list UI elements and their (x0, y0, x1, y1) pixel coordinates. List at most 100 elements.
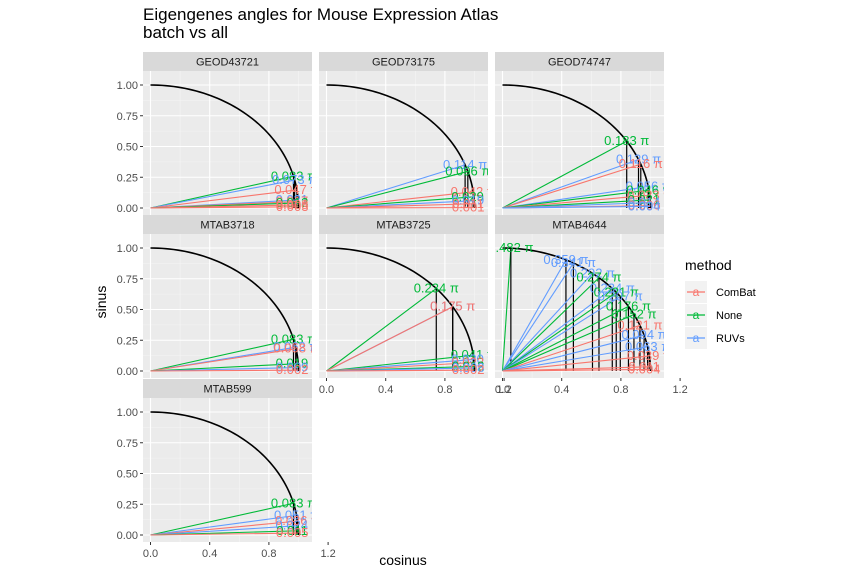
angle-label: 0.013 π (276, 195, 321, 210)
angle-label: 0.042 π (451, 184, 496, 199)
angle-ray-ruvs (150, 514, 297, 536)
panel-marks: 0.114 π0.096 π0.042 π0.029 π0.019 π0.011… (326, 84, 496, 215)
angle-label: 0.058 π (273, 341, 318, 356)
angle-ray-combat (150, 520, 298, 536)
y-tick-label: 1.00 (117, 407, 138, 419)
angle-ray-ruvs (150, 179, 295, 209)
facet-MTAB599: MTAB599 0.083 π0.051 π0.036 π0.024 π0.011… (117, 379, 336, 560)
angle-ray-none (502, 313, 635, 372)
x-tick-label: 0.4 (554, 384, 569, 396)
y-tick-label: 0.75 (117, 438, 138, 450)
facet-strip-label: MTAB3725 (376, 220, 430, 232)
facet-strip-label: GEOD74747 (548, 57, 611, 69)
y-tick-label: 0.00 (117, 530, 138, 542)
legend-key-glyph: a (693, 285, 700, 299)
angle-label: 0.030 π (451, 351, 496, 366)
facet-strip-label: MTAB4644 (552, 220, 606, 232)
angle-ray-ruvs (326, 164, 466, 209)
angle-label: 0.003 π (276, 199, 321, 214)
legend-item-combat: a ComBat (685, 281, 756, 303)
angle-ray-none (502, 140, 627, 209)
facet-MTAB3725: MTAB3725 0.234 π0.175 π0.175 π0.041 π0.03… (319, 215, 512, 396)
y-tick-label: 0.50 (117, 142, 138, 154)
angle-ray-combat (150, 206, 299, 209)
legend-key-glyph: a (693, 331, 700, 345)
angle-ray-combat (150, 348, 297, 372)
angle-ray-none (502, 189, 650, 209)
facet-strip (495, 52, 664, 71)
x-tick-label: 0.4 (202, 548, 217, 560)
chart-title-line-1: Eigengenes angles for Mouse Expression A… (143, 5, 498, 24)
facet-strip-label: MTAB3718 (200, 220, 254, 232)
legend-title: method (685, 257, 732, 273)
angle-label: 0.008 π (276, 197, 321, 212)
angle-ray-combat (150, 532, 299, 536)
facet-strip-label: MTAB599 (203, 384, 251, 396)
angle-label: 0.129 π (616, 152, 661, 167)
x-tick-label: 0.0 (143, 548, 158, 560)
panel-background (495, 234, 664, 378)
angle-ray-combat (502, 368, 651, 372)
panel-background (495, 71, 664, 215)
angle-ray-combat (150, 189, 297, 209)
angle-ray-combat (326, 306, 453, 372)
x-tick-label: 0.0 (495, 384, 510, 396)
y-tick-label: 0.00 (117, 203, 138, 215)
y-tick-label: 0.50 (117, 469, 138, 481)
y-tick-label: 0.25 (117, 499, 138, 511)
angle-label: 0.482 π (488, 240, 533, 255)
facet-panels: GEOD43721 0.083 π0.073 π0.047 π0.021 π0.0… (117, 52, 688, 560)
angle-label: 0.047 π (274, 182, 319, 197)
angle-label: 0.083 π (271, 331, 316, 346)
y-tick-label: 0.75 (117, 111, 138, 123)
facet-GEOD74747: GEOD74747 0.183 π0.129 π0.116 π0.056 π0.0… (495, 52, 681, 215)
angle-label: 0.207 π (598, 289, 643, 304)
x-tick-label: 1.2 (320, 548, 335, 560)
angle-ray-ruvs (150, 525, 299, 536)
y-tick-label: 0.00 (117, 366, 138, 378)
angle-label: 0.029 π (451, 189, 496, 204)
angle-ray-none (150, 175, 294, 209)
angle-ray-none (326, 170, 468, 209)
angle-label: 0.011 π (276, 523, 320, 538)
panel-marks: 0.482 π 0.359 π0.341 π0.292 π0.274 π0.234… (488, 240, 667, 376)
x-tick-label: 0.8 (437, 384, 452, 396)
legend-item-none: a None (685, 304, 742, 326)
facet-strip (143, 215, 312, 234)
y-tick-label: 0.25 (117, 335, 138, 347)
panel-background (319, 71, 488, 215)
angle-ray-combat (326, 203, 475, 209)
angle-ray-none (326, 354, 474, 372)
chart-title-line-2: batch vs all (143, 23, 228, 42)
angle-ray-ruvs (502, 262, 574, 372)
angle-label: 0.046 π (626, 182, 671, 197)
angle-label: 0.341 π (551, 255, 596, 270)
facet-strip (319, 52, 488, 71)
unit-circle-arc (326, 84, 476, 209)
x-axis-title: cosinus (379, 552, 426, 568)
panel-marks: 0.083 π0.051 π0.036 π0.024 π0.011 π0.005… (150, 411, 320, 540)
legend: method a ComBat a None a RUVs (685, 257, 756, 349)
y-tick-label: 0.25 (117, 172, 138, 184)
angle-label: 0.234 π (590, 281, 635, 296)
angle-ray-ruvs (502, 296, 621, 372)
facet-MTAB3718: MTAB3718 0.083 π0.062 π0.058 π0.019 π0.00… (117, 215, 329, 378)
facet-strip (319, 215, 488, 234)
angle-label: 0.073 π (272, 172, 317, 187)
angle-label: 0.234 π (414, 281, 459, 296)
panel-marks: 0.234 π0.175 π0.175 π0.041 π0.030 π0.022… (326, 247, 497, 377)
angle-ray-combat (502, 355, 650, 372)
angle-ray-none (150, 363, 299, 372)
panel-marks: 0.183 π 0.129 π0.116 π 0.056 π0.046 π0.033… (502, 84, 671, 213)
unit-circle-arc (502, 247, 652, 372)
angle-label: 0.036 π (275, 513, 320, 528)
y-tick-label: 1.00 (117, 80, 138, 92)
x-tick-label: 0.4 (378, 384, 393, 396)
angle-ray-none (501, 248, 512, 372)
x-tick-label: 1.2 (672, 384, 687, 396)
angle-label: 0.359 π (543, 252, 588, 267)
x-tick-label: 1.2 (496, 384, 511, 396)
angle-label: 0.002 π (452, 362, 497, 377)
angle-label: 0.094 π (622, 327, 667, 342)
angle-label: 0.022 π (452, 355, 497, 370)
